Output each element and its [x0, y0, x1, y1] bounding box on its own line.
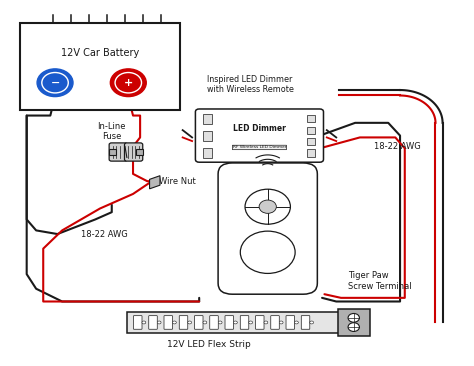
Circle shape: [240, 231, 295, 273]
FancyBboxPatch shape: [164, 316, 173, 329]
Circle shape: [142, 321, 146, 324]
FancyBboxPatch shape: [271, 316, 279, 329]
Circle shape: [203, 321, 207, 324]
Circle shape: [279, 321, 283, 324]
FancyBboxPatch shape: [307, 115, 316, 123]
FancyBboxPatch shape: [307, 138, 316, 145]
Text: 12V LED Flex Strip: 12V LED Flex Strip: [167, 340, 251, 349]
FancyBboxPatch shape: [225, 316, 234, 329]
FancyBboxPatch shape: [125, 143, 143, 161]
FancyBboxPatch shape: [134, 316, 142, 329]
FancyBboxPatch shape: [210, 316, 218, 329]
Circle shape: [157, 321, 161, 324]
Circle shape: [218, 321, 222, 324]
Circle shape: [245, 189, 291, 224]
Text: RF Wireless LED Dimmer: RF Wireless LED Dimmer: [233, 145, 286, 149]
Text: 12V Car Battery: 12V Car Battery: [61, 48, 139, 58]
FancyBboxPatch shape: [218, 163, 318, 294]
Text: Inspired LED Dimmer
with Wireless Remote: Inspired LED Dimmer with Wireless Remote: [207, 75, 293, 94]
FancyBboxPatch shape: [337, 309, 370, 336]
Circle shape: [249, 321, 253, 324]
FancyBboxPatch shape: [307, 127, 316, 134]
FancyBboxPatch shape: [128, 312, 342, 333]
Text: Wire Nut: Wire Nut: [159, 177, 196, 186]
FancyBboxPatch shape: [136, 149, 143, 155]
FancyBboxPatch shape: [179, 316, 188, 329]
Circle shape: [173, 321, 176, 324]
Text: −: −: [50, 78, 60, 88]
Circle shape: [348, 313, 359, 322]
Circle shape: [294, 321, 298, 324]
Text: In-Line
Fuse: In-Line Fuse: [98, 122, 126, 141]
Circle shape: [188, 321, 191, 324]
Circle shape: [310, 321, 314, 324]
FancyBboxPatch shape: [194, 316, 203, 329]
FancyBboxPatch shape: [203, 148, 212, 158]
Circle shape: [259, 200, 276, 213]
Text: +: +: [124, 78, 133, 88]
FancyBboxPatch shape: [149, 316, 157, 329]
FancyBboxPatch shape: [195, 109, 323, 162]
Polygon shape: [150, 176, 160, 189]
FancyBboxPatch shape: [203, 114, 212, 124]
FancyBboxPatch shape: [109, 143, 128, 161]
Circle shape: [110, 69, 146, 97]
FancyBboxPatch shape: [255, 316, 264, 329]
FancyBboxPatch shape: [307, 149, 316, 157]
FancyBboxPatch shape: [286, 316, 294, 329]
FancyBboxPatch shape: [203, 131, 212, 141]
FancyBboxPatch shape: [240, 316, 249, 329]
FancyBboxPatch shape: [109, 149, 116, 155]
FancyBboxPatch shape: [19, 23, 180, 110]
Circle shape: [264, 321, 268, 324]
Text: 18-22 AWG: 18-22 AWG: [374, 142, 421, 151]
Text: Tiger Paw
Screw Terminal: Tiger Paw Screw Terminal: [348, 271, 412, 291]
Text: LED Dimmer: LED Dimmer: [233, 124, 286, 133]
Circle shape: [234, 321, 237, 324]
FancyBboxPatch shape: [301, 316, 310, 329]
Text: 18-22 AWG: 18-22 AWG: [82, 229, 128, 239]
Circle shape: [348, 323, 359, 332]
Circle shape: [37, 69, 73, 97]
